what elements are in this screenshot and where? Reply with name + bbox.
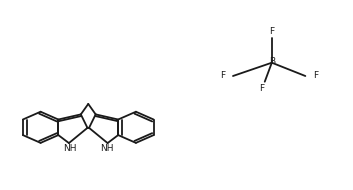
Text: F: F bbox=[259, 84, 264, 93]
Text: NH: NH bbox=[100, 144, 113, 153]
Text: F: F bbox=[313, 71, 318, 81]
Text: NH: NH bbox=[63, 144, 77, 153]
Text: F: F bbox=[221, 71, 226, 81]
Text: F: F bbox=[269, 27, 274, 36]
Text: B: B bbox=[269, 57, 276, 66]
